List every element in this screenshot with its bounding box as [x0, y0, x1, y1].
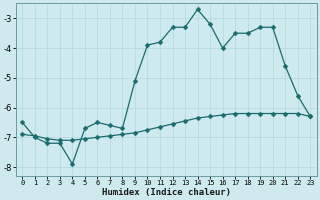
- X-axis label: Humidex (Indice chaleur): Humidex (Indice chaleur): [102, 188, 231, 197]
